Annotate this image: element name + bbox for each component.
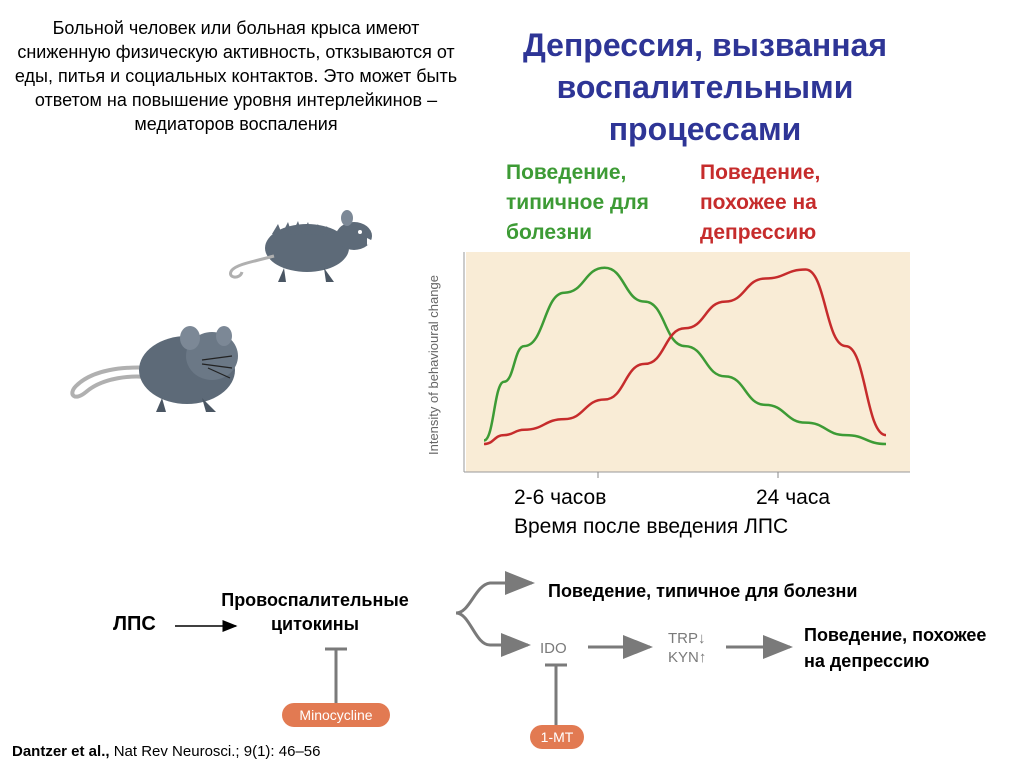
intro-paragraph: Больной человек или больная крыса имеют … <box>14 18 458 134</box>
sad-rat-icon <box>70 326 238 412</box>
pathway-diagram: Minocycline 1-MT IDO TRP↓ KYN↑ <box>175 571 793 749</box>
cytokines-label: Провоспалительные цитокины <box>221 590 409 634</box>
minocycline-box <box>282 703 390 727</box>
sickness-behaviour-label: Поведение, типичное для болезни <box>548 581 858 601</box>
x-axis-label: Время после введения ЛПС <box>514 515 789 538</box>
chart-series-layer <box>483 266 887 446</box>
citation-source: Nat Rev Neurosci.; 9(1): 46–56 <box>113 743 321 760</box>
angry-rat-icon <box>229 210 375 282</box>
chart-plot-area <box>466 252 910 472</box>
one-mt-box <box>530 725 584 749</box>
series-line-depressive <box>483 268 887 446</box>
x-tick-label-early: 2-6 часов <box>514 486 607 509</box>
x-tick-label-late: 24 часа <box>756 486 830 509</box>
branch-arrow-ido <box>455 611 531 657</box>
lps-label: ЛПС <box>113 613 156 635</box>
citation-authors: Dantzer et al., <box>12 743 110 760</box>
trp-label: TRP↓ <box>668 630 706 647</box>
citation: Dantzer et al., Nat Rev Neurosci.; 9(1):… <box>12 743 320 760</box>
ido-label: IDO <box>540 640 567 657</box>
sick-rats-illustration <box>70 210 375 412</box>
slide-title: Депрессия, вызванная воспалительными про… <box>522 27 888 147</box>
behaviour-chart: Intensity of behavioural change <box>426 252 910 478</box>
depressive-behaviour-label: Поведение, похожее на депрессию <box>804 625 987 671</box>
branch-arrow-sickness <box>455 571 535 615</box>
minocycline-label: Minocycline <box>299 707 372 723</box>
legend-sickness-behaviour: Поведение, типичное для болезни <box>506 161 649 244</box>
y-axis-label: Intensity of behavioural change <box>426 275 441 455</box>
kyn-label: KYN↑ <box>668 649 706 666</box>
legend-depressive-behaviour: Поведение, похожее на депрессию <box>700 161 821 244</box>
one-mt-label: 1-MT <box>541 729 574 745</box>
series-line-sickness <box>483 266 887 446</box>
